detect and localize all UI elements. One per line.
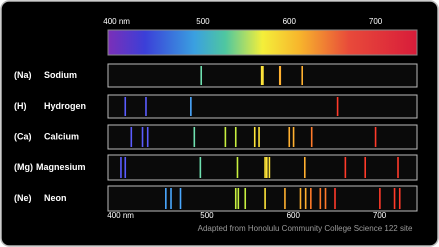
emission-line (310, 127, 313, 147)
emission-line (292, 127, 295, 147)
emission-line (234, 188, 237, 209)
emission-line (244, 188, 247, 209)
emission-line (258, 127, 260, 147)
emission-line (124, 97, 127, 116)
element-name: Hydrogen (44, 101, 86, 111)
emission-line (398, 188, 401, 209)
emission-line (268, 157, 271, 178)
emission-line (146, 127, 149, 147)
emission-line (319, 188, 322, 209)
emission-line (364, 157, 367, 178)
spectrum-panel (107, 154, 418, 181)
emission-line (130, 127, 133, 147)
emission-line (310, 188, 312, 209)
emission-line (262, 66, 264, 85)
emission-line (334, 188, 336, 209)
emission-line (165, 188, 167, 209)
bottom-tick-label: 500 (200, 211, 214, 220)
emission-line (120, 157, 122, 178)
emission-line (199, 157, 202, 178)
element-symbol: (Mg) (14, 162, 33, 172)
emission-line (253, 127, 256, 147)
emission-line (374, 127, 377, 147)
emission-line (260, 66, 263, 85)
emission-line (179, 188, 182, 209)
emission-line (397, 157, 399, 178)
emission-line (234, 127, 237, 147)
emission-line (301, 66, 304, 85)
element-name: Sodium (44, 70, 77, 80)
emission-line (379, 188, 381, 209)
emission-line (224, 127, 227, 147)
top-tick-label: 700 (369, 17, 383, 26)
emission-line (284, 188, 286, 209)
element-name: Neon (44, 193, 67, 203)
emission-line (200, 66, 203, 85)
emission-line (264, 188, 266, 209)
emission-line (124, 157, 127, 178)
emission-line (288, 127, 291, 147)
element-name: Magnesium (36, 162, 86, 172)
emission-line (299, 188, 302, 209)
emission-line (236, 157, 239, 178)
spectrum-panel (107, 94, 418, 119)
top-tick-label: 500 (196, 17, 210, 26)
element-symbol: (Ca) (14, 131, 32, 141)
emission-line (336, 97, 339, 116)
caption: Adapted from Honolulu Community College … (198, 224, 413, 233)
emission-line (145, 97, 147, 116)
spectrum-panel (107, 124, 418, 150)
element-symbol: (H) (14, 101, 27, 111)
top-tick-label: 600 (283, 17, 297, 26)
emission-line (279, 66, 282, 85)
emission-line (266, 157, 268, 178)
emission-line (393, 188, 396, 209)
emission-line (304, 188, 307, 209)
bottom-tick-label: 600 (287, 211, 301, 220)
spectrum-panel (107, 185, 418, 212)
emission-line (141, 127, 144, 147)
emission-line (344, 157, 347, 178)
emission-line (193, 127, 196, 147)
reference-spectrum (107, 29, 418, 56)
emission-line (170, 188, 172, 209)
bottom-tick-label: 700 (373, 211, 387, 220)
emission-line (190, 97, 192, 116)
top-tick-label: 400 nm (103, 17, 130, 26)
bottom-tick-label: 400 nm (107, 211, 134, 220)
element-symbol: (Na) (14, 70, 32, 80)
emission-line (237, 188, 240, 209)
emission-line (324, 188, 327, 209)
element-symbol: (Ne) (14, 193, 32, 203)
element-name: Calcium (44, 131, 79, 141)
emission-line (264, 157, 266, 178)
emission-line (303, 157, 306, 178)
